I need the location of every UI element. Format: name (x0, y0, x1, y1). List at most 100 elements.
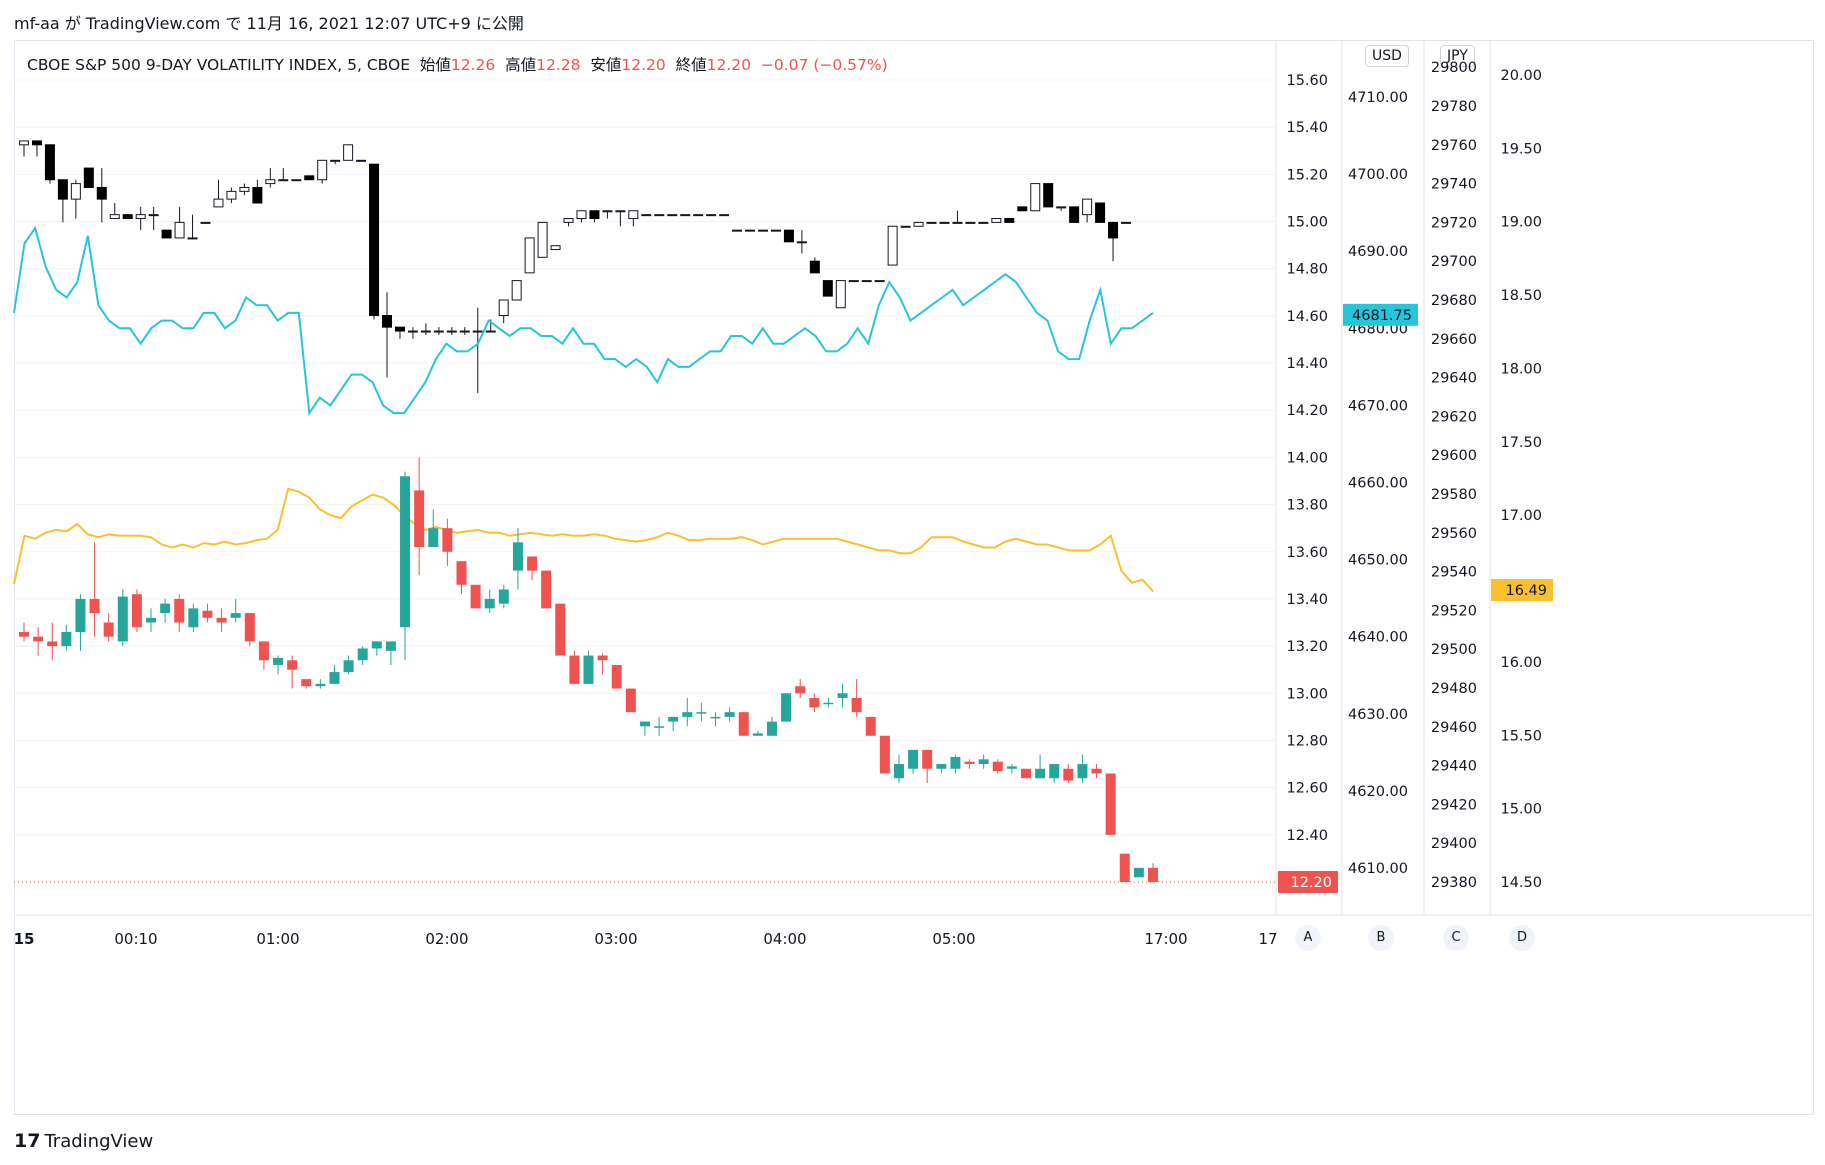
vix-candle-body (964, 761, 975, 765)
axis-c-tick: 29700 (1431, 254, 1477, 270)
usd-currency-pill[interactable]: USD (1365, 45, 1409, 67)
vix-candle-body (498, 589, 509, 604)
axis-b-button[interactable]: B (1368, 925, 1394, 951)
time-tick: 04:00 (763, 930, 806, 948)
axis-a-tick: 12.60 (1286, 781, 1328, 797)
jpy-candle-body (887, 225, 898, 266)
jpy-candle-body (822, 280, 833, 297)
vix-candle-body (442, 528, 453, 552)
axis-c-tick: 29500 (1431, 642, 1477, 658)
axis-c-tick: 29420 (1431, 797, 1477, 813)
vix-candle-body (893, 764, 904, 779)
axis-d-tick: 18.50 (1500, 288, 1542, 304)
tradingview-logo[interactable]: 17 TradingView (14, 1130, 153, 1152)
vix-candle-body (202, 610, 213, 618)
axis-c-tick: 29600 (1431, 448, 1477, 464)
jpy-candle-body (550, 245, 561, 251)
jpy-candle-body (394, 326, 405, 332)
chart-grid (14, 40, 1814, 916)
jpy-candle-body (200, 221, 211, 224)
vix-candle-body (188, 608, 199, 628)
jpy-candle-body (498, 299, 509, 317)
axis-c-tick: 29620 (1431, 409, 1477, 425)
vix-candle-body (1006, 766, 1017, 769)
axis-b-tick: 4690.00 (1348, 244, 1408, 260)
axis-d-tick: 18.00 (1500, 361, 1542, 377)
jpy-candle-body (511, 280, 522, 301)
last-price-badge-d: 16.49 (1505, 583, 1547, 599)
jpy-candle-body (265, 179, 276, 185)
vix-candle-body (950, 756, 961, 769)
axis-a-button[interactable]: A (1295, 925, 1321, 951)
jpy-candle-body (602, 210, 613, 213)
tradingview-brand: TradingView (44, 1131, 154, 1152)
jpy-candle-body (732, 229, 743, 232)
symbol-legend: CBOE S&P 500 9-DAY VOLATILITY INDEX, 5, … (27, 53, 888, 75)
jpy-candle-body (83, 167, 94, 188)
jpy-candle-body (278, 179, 289, 182)
vix-candle-body (1119, 853, 1130, 882)
vix-candle-body (329, 672, 340, 684)
low-value: 12.20 (621, 56, 666, 74)
jpy-candle-body (433, 330, 444, 333)
jpy-candle-body (757, 229, 768, 232)
jpy-candle-body (459, 330, 470, 333)
axis-a-tick: 15.40 (1286, 120, 1328, 136)
jpy-candle-body (978, 221, 989, 224)
vix-candle-body (668, 716, 679, 722)
last-price-badge-b: 4681.75 (1352, 308, 1412, 324)
time-tick: 17 (1258, 930, 1277, 948)
jpy-candle-body (356, 159, 367, 162)
axis-a-tick: 15.00 (1286, 215, 1328, 231)
axis-a-tick: 13.40 (1286, 592, 1328, 608)
axis-c-tick: 29580 (1431, 487, 1477, 503)
vix-candle-body (696, 712, 707, 714)
jpy-candles (19, 140, 1131, 394)
jpy-candle-body (239, 186, 250, 192)
vix-candle-body (357, 648, 368, 661)
axis-c-tick: 29720 (1431, 215, 1477, 231)
axis-b-tick: 4660.00 (1348, 476, 1408, 492)
time-axis: 15 00:10 01:00 02:00 03:00 04:00 05:00 17:00 17 (14, 930, 1278, 948)
vix9d-candles (14, 457, 1276, 883)
axis-a-tick: 13.60 (1286, 545, 1328, 561)
jpy-candle-body (926, 221, 937, 224)
vix-candle-body (936, 764, 947, 769)
axis-c-tick: 29440 (1431, 759, 1477, 775)
jpy-candle-body (317, 159, 328, 181)
vix-candle-body (456, 561, 467, 585)
jpy-candle-body (472, 330, 483, 333)
vix-candle-body (752, 733, 763, 736)
jpy-currency-pill[interactable]: JPY (1440, 45, 1475, 67)
jpy-candle-body (537, 221, 548, 258)
time-tick: 15 (14, 930, 35, 948)
axis-a-tick: 12.40 (1286, 828, 1328, 844)
vix-candle-body (710, 716, 721, 719)
axis-d-button[interactable]: D (1509, 925, 1535, 951)
time-tick: 03:00 (594, 930, 637, 948)
vix-candle-body (131, 594, 142, 628)
jpy-candle-body (874, 280, 885, 283)
vix-candle-body (512, 542, 523, 571)
jpy-candle-body (343, 144, 354, 161)
usdjpy-vix-line-line (13, 487, 1154, 593)
close-value: 12.20 (706, 56, 752, 74)
vix-candle-body (117, 596, 128, 642)
time-tick: 05:00 (932, 930, 975, 948)
jpy-candle-body (835, 280, 846, 309)
jpy-candle-body (783, 229, 794, 243)
jpy-candle-body (446, 330, 457, 333)
secondary-line (13, 487, 1154, 593)
axis-c-button[interactable]: C (1443, 925, 1469, 951)
jpy-candle-body (654, 214, 665, 217)
vix-candle-body (301, 679, 312, 687)
jpy-candle-body (44, 144, 55, 181)
axis-c-tick: 29660 (1431, 332, 1477, 348)
jpy-candle-body (563, 218, 574, 223)
vix-candle-body (230, 613, 241, 618)
vix-candle-body (400, 476, 411, 628)
jpy-candle-body (809, 260, 820, 274)
vix-candle-body (837, 693, 848, 699)
jpy-candle-body (965, 221, 976, 224)
